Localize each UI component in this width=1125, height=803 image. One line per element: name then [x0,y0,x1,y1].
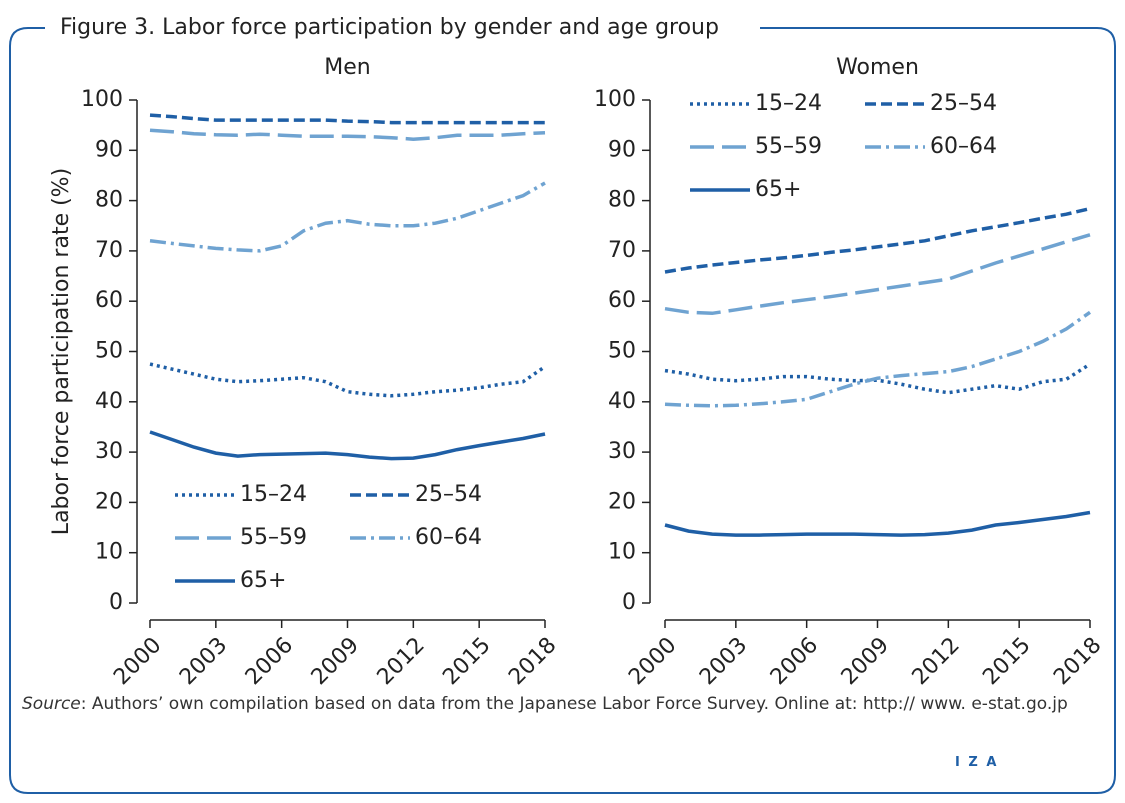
x-tick-label: 2012 [373,633,430,690]
series-line [664,206,1091,274]
frame [9,27,1116,794]
y-tick-label: 70 [608,238,636,263]
y-tick-label: 50 [95,339,123,364]
y-tick-label: 50 [608,339,636,364]
source-note: Source: Authors’ own compilation based o… [22,692,1082,717]
x-tick-label: 2015 [438,633,495,690]
y-tick-label: 90 [608,137,636,162]
series-line [149,430,546,461]
y-tick-label: 80 [608,188,636,213]
y-tick-label: 30 [95,439,123,464]
x-tick-label: 2012 [908,633,965,690]
panel-title: Women [836,55,919,80]
x-tick-label: 2018 [1049,633,1106,690]
x-tick-label: 2006 [241,633,298,690]
legend-label: 25–54 [930,91,997,116]
series-line [149,113,545,125]
x-tick-label: 2003 [175,633,232,690]
legend-label: 65+ [240,568,286,593]
source-text: : Authors’ own compilation based on data… [80,694,1068,714]
y-tick-label: 90 [95,137,123,162]
y-tick-label: 30 [608,439,636,464]
legend-label: 60–64 [415,525,482,550]
y-tick-label: 70 [95,238,123,263]
x-tick-label: 2000 [109,633,166,690]
y-tick-label: 0 [109,590,123,615]
x-tick-label: 2003 [695,633,752,690]
legend-label: 15–24 [240,482,307,507]
y-tick-label: 100 [81,87,123,112]
x-tick-label: 2015 [978,633,1035,690]
source-label: Source [22,694,81,714]
series-line [149,128,546,141]
legend-label: 15–24 [755,91,822,116]
y-tick-label: 40 [95,389,123,414]
legend-label: 55–59 [240,525,307,550]
y-tick-label: 60 [608,288,636,313]
y-tick-label: 0 [622,590,636,615]
legend-label: 25–54 [415,482,482,507]
y-tick-label: 60 [95,288,123,313]
x-tick-label: 2009 [307,633,364,690]
series-line [149,362,546,398]
y-tick-label: 40 [608,389,636,414]
y-tick-label: 100 [594,87,636,112]
legend-label: 55–59 [755,134,822,159]
x-tick-label: 2018 [504,633,561,690]
logo: I Z A [955,755,999,770]
y-tick-label: 80 [95,188,123,213]
panel-title: Men [324,55,370,80]
y-tick-label: 10 [608,540,636,565]
legend-label: 65+ [755,177,801,202]
y-tick-label: 20 [95,489,123,514]
legend-label: 60–64 [930,134,997,159]
x-tick-label: 2000 [624,633,681,690]
x-tick-label: 2009 [837,633,894,690]
x-tick-label: 2006 [766,633,823,690]
y-tick-label: 10 [95,540,123,565]
series-line [664,510,1091,537]
series-line [664,310,1092,408]
y-tick-label: 20 [608,489,636,514]
y-axis-label: Labor force participation rate (%) [49,168,74,535]
figure-title: Figure 3. Labor force participation by g… [60,15,719,40]
series-line [664,362,1091,395]
series-line [149,181,546,253]
series-line [664,233,1091,316]
